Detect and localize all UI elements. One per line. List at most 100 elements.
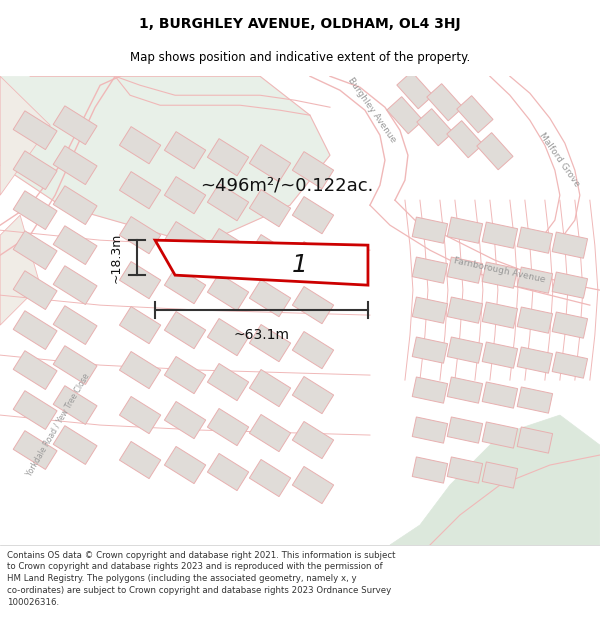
Polygon shape bbox=[119, 306, 161, 344]
Polygon shape bbox=[164, 266, 206, 304]
Polygon shape bbox=[517, 427, 553, 453]
Polygon shape bbox=[119, 127, 161, 164]
Polygon shape bbox=[292, 376, 334, 414]
Polygon shape bbox=[164, 311, 206, 349]
Polygon shape bbox=[250, 324, 290, 362]
Polygon shape bbox=[164, 401, 206, 439]
Polygon shape bbox=[447, 457, 482, 483]
Polygon shape bbox=[250, 414, 290, 452]
Polygon shape bbox=[447, 417, 482, 443]
Polygon shape bbox=[13, 431, 57, 469]
Polygon shape bbox=[517, 307, 553, 333]
Polygon shape bbox=[427, 84, 463, 121]
Polygon shape bbox=[482, 422, 518, 448]
Text: 1: 1 bbox=[292, 253, 308, 277]
Polygon shape bbox=[292, 421, 334, 459]
Polygon shape bbox=[53, 426, 97, 464]
Polygon shape bbox=[482, 302, 518, 328]
Polygon shape bbox=[13, 231, 57, 269]
Polygon shape bbox=[53, 146, 97, 184]
Polygon shape bbox=[0, 215, 40, 325]
Polygon shape bbox=[292, 286, 334, 324]
Polygon shape bbox=[164, 446, 206, 484]
Polygon shape bbox=[208, 184, 248, 221]
Polygon shape bbox=[482, 262, 518, 288]
Polygon shape bbox=[164, 132, 206, 169]
Polygon shape bbox=[390, 415, 600, 545]
Polygon shape bbox=[412, 337, 448, 363]
Polygon shape bbox=[13, 311, 57, 349]
Polygon shape bbox=[387, 97, 423, 134]
Text: Map shows position and indicative extent of the property.: Map shows position and indicative extent… bbox=[130, 51, 470, 64]
Polygon shape bbox=[0, 76, 50, 195]
Polygon shape bbox=[119, 261, 161, 299]
Polygon shape bbox=[119, 396, 161, 434]
Polygon shape bbox=[53, 266, 97, 304]
Polygon shape bbox=[155, 240, 368, 285]
Polygon shape bbox=[412, 377, 448, 403]
Polygon shape bbox=[53, 106, 97, 144]
Polygon shape bbox=[447, 377, 482, 403]
Polygon shape bbox=[208, 409, 248, 446]
Polygon shape bbox=[250, 234, 290, 272]
Polygon shape bbox=[482, 462, 518, 488]
Polygon shape bbox=[250, 279, 290, 317]
Polygon shape bbox=[208, 274, 248, 311]
Polygon shape bbox=[412, 217, 448, 243]
Polygon shape bbox=[447, 121, 483, 158]
Polygon shape bbox=[13, 391, 57, 429]
Polygon shape bbox=[292, 466, 334, 504]
Text: Burghley Avenue: Burghley Avenue bbox=[346, 76, 398, 144]
Polygon shape bbox=[477, 132, 513, 170]
Polygon shape bbox=[13, 111, 57, 149]
Polygon shape bbox=[517, 347, 553, 373]
Polygon shape bbox=[447, 297, 482, 323]
Text: Yorkdale Road / Yew Tree Close: Yorkdale Road / Yew Tree Close bbox=[25, 372, 91, 478]
Polygon shape bbox=[53, 186, 97, 224]
Polygon shape bbox=[292, 197, 334, 234]
Text: ~496m²/~0.122ac.: ~496m²/~0.122ac. bbox=[200, 176, 373, 194]
Polygon shape bbox=[552, 312, 587, 338]
Polygon shape bbox=[517, 387, 553, 413]
Text: Malford Grove: Malford Grove bbox=[538, 131, 582, 189]
Polygon shape bbox=[119, 441, 161, 479]
Polygon shape bbox=[250, 459, 290, 497]
Polygon shape bbox=[13, 351, 57, 389]
Polygon shape bbox=[53, 386, 97, 424]
Polygon shape bbox=[208, 229, 248, 266]
Polygon shape bbox=[447, 257, 482, 283]
Polygon shape bbox=[164, 177, 206, 214]
Polygon shape bbox=[292, 331, 334, 369]
Polygon shape bbox=[447, 337, 482, 363]
Polygon shape bbox=[208, 454, 248, 491]
Polygon shape bbox=[208, 364, 248, 401]
Polygon shape bbox=[53, 226, 97, 264]
Polygon shape bbox=[292, 241, 334, 279]
Text: Farnborough Avenue: Farnborough Avenue bbox=[454, 256, 547, 284]
Polygon shape bbox=[447, 217, 482, 243]
Polygon shape bbox=[292, 152, 334, 189]
Polygon shape bbox=[412, 297, 448, 323]
Polygon shape bbox=[412, 457, 448, 483]
Polygon shape bbox=[0, 76, 330, 245]
Polygon shape bbox=[482, 342, 518, 368]
Polygon shape bbox=[457, 96, 493, 132]
Polygon shape bbox=[53, 306, 97, 344]
Polygon shape bbox=[13, 151, 57, 189]
Polygon shape bbox=[13, 271, 57, 309]
Polygon shape bbox=[119, 217, 161, 254]
Polygon shape bbox=[13, 191, 57, 229]
Polygon shape bbox=[53, 346, 97, 384]
Text: ~18.3m: ~18.3m bbox=[110, 232, 123, 283]
Polygon shape bbox=[250, 369, 290, 407]
Polygon shape bbox=[482, 222, 518, 248]
Polygon shape bbox=[208, 319, 248, 356]
Polygon shape bbox=[250, 189, 290, 227]
Polygon shape bbox=[412, 257, 448, 283]
Polygon shape bbox=[208, 139, 248, 176]
Polygon shape bbox=[552, 352, 587, 378]
Text: 1, BURGHLEY AVENUE, OLDHAM, OL4 3HJ: 1, BURGHLEY AVENUE, OLDHAM, OL4 3HJ bbox=[139, 18, 461, 31]
Text: Contains OS data © Crown copyright and database right 2021. This information is : Contains OS data © Crown copyright and d… bbox=[7, 551, 396, 607]
Polygon shape bbox=[552, 232, 587, 258]
Text: ~63.1m: ~63.1m bbox=[233, 328, 290, 342]
